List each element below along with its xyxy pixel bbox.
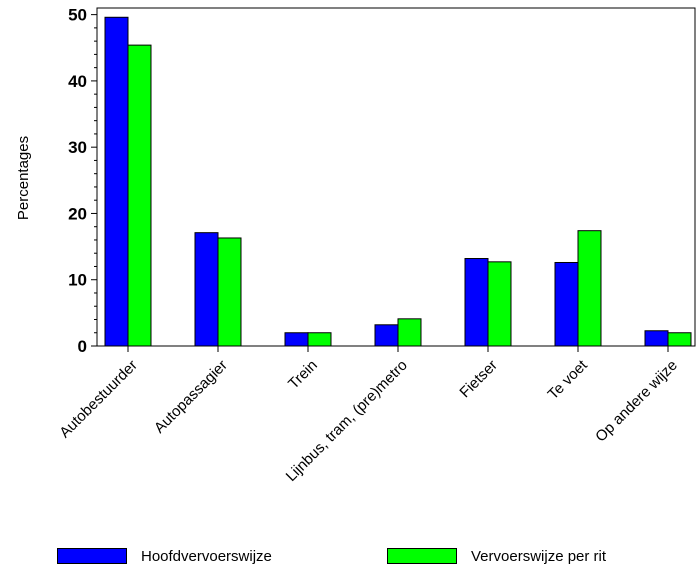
y-tick-label: 0 <box>78 337 87 356</box>
bar-vervoerswijze-per-rit <box>307 332 332 347</box>
legend-item-hoofdvervoerswijze: Hoofdvervoerswijze <box>57 544 272 568</box>
x-tick-label: Te voet <box>545 356 592 403</box>
legend-swatch-green <box>387 548 457 564</box>
legend-label: Hoofdvervoerswijze <box>141 547 272 565</box>
bar-hoofdvervoerswijze <box>644 330 669 347</box>
bar-vervoerswijze-per-rit <box>487 261 512 347</box>
bar-vervoerswijze-per-rit <box>667 332 692 347</box>
y-tick-label: 10 <box>68 271 87 290</box>
bar-vervoerswijze-per-rit <box>577 230 602 347</box>
legend-item-vervoerswijze-per-rit: Vervoerswijze per rit <box>387 544 606 568</box>
bar-vervoerswijze-per-rit <box>217 237 242 347</box>
bar-hoofdvervoerswijze <box>464 258 489 347</box>
bars-group <box>104 16 692 347</box>
plot-area <box>96 7 696 347</box>
y-tick-label: 30 <box>68 138 87 157</box>
x-tick-label: Trein <box>285 357 321 393</box>
bar-hoofdvervoerswijze <box>104 16 129 347</box>
legend: Hoofdvervoerswijze Vervoerswijze per rit <box>0 544 696 568</box>
y-tick-label: 40 <box>68 72 87 91</box>
x-tick-label: Op andere wijze <box>592 357 681 446</box>
bar-vervoerswijze-per-rit <box>127 44 152 347</box>
x-tick-label: Autobestuurder <box>56 357 141 442</box>
legend-label: Vervoerswijze per rit <box>471 547 607 565</box>
y-axis: 0 10 20 30 40 50 <box>68 6 97 356</box>
x-tick-label: Fietser <box>456 357 500 401</box>
bar-hoofdvervoerswijze <box>194 232 219 347</box>
bar-hoofdvervoerswijze <box>374 324 399 347</box>
legend-swatch-blue <box>57 548 127 564</box>
x-tick-label: Autopassagier <box>151 357 231 437</box>
plot-frame <box>96 7 696 347</box>
bar-hoofdvervoerswijze <box>554 261 579 347</box>
y-tick-label: 20 <box>68 204 87 223</box>
bar-vervoerswijze-per-rit <box>397 318 422 347</box>
y-axis-label: Percentages <box>15 136 32 220</box>
bar-hoofdvervoerswijze <box>284 332 309 347</box>
x-axis: Autobestuurder Autopassagier TreinLijnbus,… <box>56 346 681 485</box>
y-tick-label: 50 <box>68 6 87 25</box>
